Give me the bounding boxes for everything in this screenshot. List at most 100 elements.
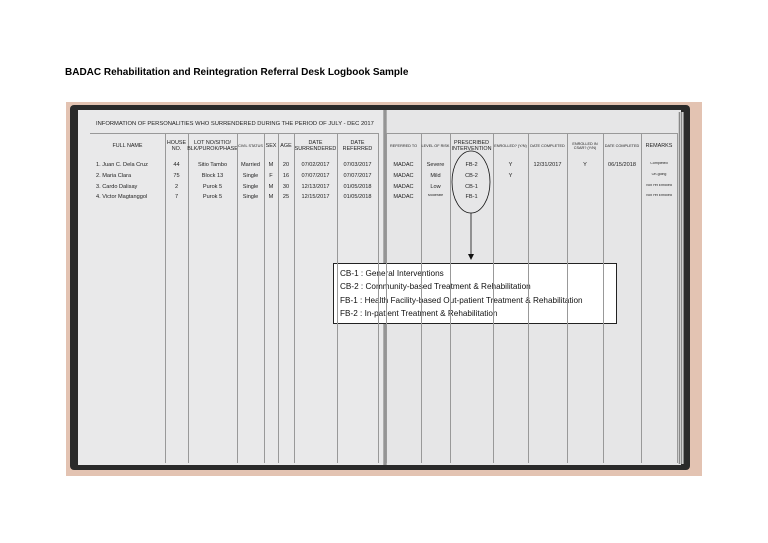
table-cell: Not Yet Enrolled — [646, 194, 672, 198]
table-cell: 20 — [282, 162, 290, 168]
doc-title: BADAC Rehabilitation and Reintegration R… — [65, 67, 409, 78]
table-cell: Mild — [430, 172, 441, 179]
table-cell: Completed — [650, 162, 668, 165]
table-cell: 12/31/2017 — [533, 162, 562, 168]
table-cell: 12/15/2017 — [301, 194, 330, 201]
table-cell: CB-1 — [465, 183, 478, 190]
table-cell: 01/05/2018 — [343, 194, 372, 201]
column-line — [237, 133, 238, 463]
table-cell: Y — [583, 162, 587, 168]
column-line — [567, 133, 568, 463]
column-header: ENROLLED? (Y/N) — [494, 143, 527, 148]
column-header: DATE COMPLETED — [604, 143, 640, 148]
table-cell: 2 — [174, 183, 179, 190]
table-cell: 12/13/2017 — [301, 183, 330, 190]
table-cell: 07/02/2017 — [301, 162, 330, 168]
table-cell: F — [269, 172, 273, 179]
table-cell: 16 — [282, 172, 290, 179]
book-header: INFORMATION OF PERSONALITIES WHO SURREND… — [96, 121, 374, 127]
table-cell: 4. Victor Magtanggol — [96, 194, 148, 201]
highlight-ellipse — [451, 150, 491, 214]
table-cell: Purok 5 — [202, 194, 223, 201]
table-cell: 44 — [173, 162, 180, 168]
column-line — [278, 133, 279, 463]
table-cell: FB-1 — [465, 194, 478, 201]
table-cell: 7 — [174, 194, 179, 201]
table-cell: MADAC — [393, 194, 414, 201]
table-cell: MADAC — [393, 183, 414, 190]
column-header: DATE REFERRED — [342, 139, 373, 152]
column-header: DATE COMPLETED — [530, 143, 565, 148]
column-header: REFERRED TO — [389, 143, 418, 148]
legend-item: FB-2 : In-patient Treatment & Rehabilita… — [340, 308, 498, 318]
table-cell: 01/05/2018 — [343, 183, 372, 190]
table-cell: Moderate — [427, 194, 444, 198]
header-rule — [90, 133, 378, 134]
table-cell: 07/07/2017 — [343, 172, 372, 179]
column-line — [421, 133, 422, 463]
table-cell: Y — [508, 172, 513, 179]
column-line — [337, 133, 338, 463]
table-cell: Sitio Tambo — [197, 162, 228, 168]
column-line — [386, 133, 387, 463]
column-header: AGE — [280, 142, 292, 149]
table-cell: Single — [242, 183, 259, 190]
arrow-head — [468, 254, 474, 260]
legend-item: CB-1 : General Interventions — [340, 269, 444, 278]
legend-item: CB-2 : Community-based Treatment & Rehab… — [340, 282, 531, 292]
table-cell: FB-2 — [465, 162, 478, 168]
column-header: HOUSE NO. — [166, 139, 187, 152]
table-cell: 07/03/2017 — [343, 162, 372, 168]
table-cell: Not Yet Enrolled — [646, 183, 672, 187]
table-cell: M — [268, 162, 274, 168]
legend-box: CB-1 : General Interventions CB-2 : Commu… — [333, 263, 617, 325]
table-cell: M — [268, 194, 274, 201]
column-line — [450, 133, 451, 463]
table-cell: Severe — [426, 162, 445, 168]
column-header: CIVIL STATUS — [238, 143, 263, 148]
column-line — [528, 133, 529, 463]
table-cell: Y — [508, 162, 513, 168]
column-header: ENROLLED IN CSAR? (Y/N) — [572, 141, 598, 150]
table-cell: 06/15/2018 — [608, 162, 636, 168]
table-cell: MADAC — [393, 172, 414, 179]
table-cell: Married — [241, 162, 260, 168]
column-header: DATE SURRENDERED — [294, 139, 337, 152]
column-line — [294, 133, 295, 463]
column-header: SEX — [265, 142, 277, 149]
table-cell: Single — [242, 194, 259, 201]
column-line — [165, 133, 166, 463]
column-line — [378, 133, 379, 463]
table-cell: 07/07/2017 — [301, 172, 330, 179]
table-cell: 3. Cardo Dalisay — [96, 183, 138, 190]
table-cell: 1. Juan C. Dela Cruz — [96, 162, 148, 168]
table-cell: MADAC — [393, 162, 414, 168]
page-edges — [678, 112, 684, 464]
column-header: LOT NO/SITIO/ BLK/PUROK/PHASE — [187, 139, 238, 152]
table-cell: Block 13 — [201, 172, 224, 179]
column-line — [677, 133, 678, 463]
column-header: FULL NAME — [112, 142, 143, 149]
table-cell: 2. Maria Clara — [96, 172, 132, 179]
table-cell: 75 — [173, 172, 180, 179]
column-line — [641, 133, 642, 463]
table-cell: On-going — [651, 172, 667, 176]
table-cell: 25 — [282, 194, 290, 201]
table-cell: M — [268, 183, 274, 190]
legend-item: FB-1 : Health Facility-based Out-patient… — [340, 295, 583, 305]
table-cell: 30 — [282, 183, 290, 190]
column-header: LEVEL OF RISK — [421, 143, 450, 148]
column-header: PRESCRIBED INTERVENTION — [451, 139, 492, 152]
column-header: REMARKS — [645, 142, 673, 149]
table-cell: Single — [242, 172, 259, 179]
column-line — [188, 133, 189, 463]
header-rule — [386, 133, 677, 134]
column-line — [264, 133, 265, 463]
table-cell: Low — [430, 183, 441, 190]
column-line — [493, 133, 494, 463]
table-cell: CB-2 — [465, 172, 478, 179]
table-cell: Purok 5 — [202, 183, 223, 190]
column-line — [603, 133, 604, 463]
